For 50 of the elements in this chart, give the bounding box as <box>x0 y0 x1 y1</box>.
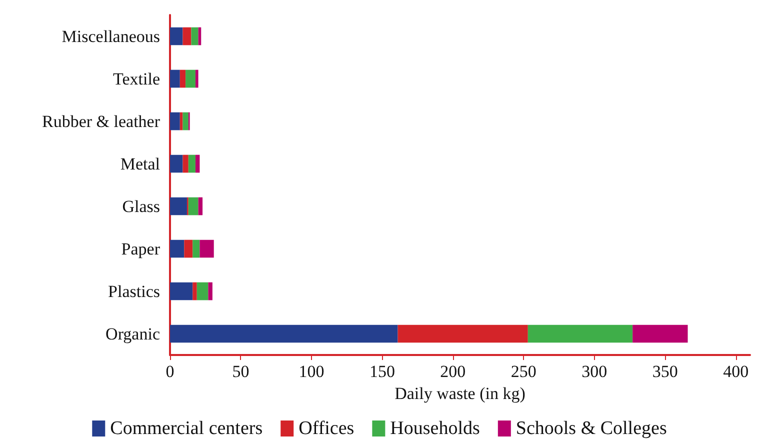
bar <box>196 282 208 300</box>
bar <box>170 324 398 343</box>
bar <box>198 197 203 216</box>
x-tick-label: 400 <box>723 362 749 381</box>
bar <box>182 27 192 46</box>
y-tick-label: Glass <box>122 196 160 216</box>
x-axis-title: Daily waste (in kg) <box>394 384 526 403</box>
bar <box>528 324 633 343</box>
x-tick-label: 0 <box>166 362 174 381</box>
bar <box>188 154 196 173</box>
y-tick-label: Plastics <box>108 282 160 301</box>
x-tick-label: 300 <box>582 362 608 381</box>
bar <box>170 282 193 300</box>
legend-label: Schools & Colleges <box>516 418 667 439</box>
x-tick-label: 150 <box>369 362 395 381</box>
x-tick-label: 250 <box>510 362 536 381</box>
y-tick-label: Textile <box>113 69 160 88</box>
x-tick-label: 200 <box>440 362 466 381</box>
y-tick-label: Metal <box>120 154 160 174</box>
legend-label: Households <box>390 418 480 439</box>
x-tick-label: 100 <box>298 362 324 381</box>
y-tick-label: Organic <box>106 324 160 344</box>
bar <box>192 282 197 300</box>
bar <box>170 197 187 216</box>
x-tick-label: 50 <box>232 362 250 381</box>
legend-label: Commercial centers <box>110 418 263 439</box>
bar <box>182 112 188 130</box>
x-tick-label: 350 <box>652 362 678 381</box>
bar <box>170 240 184 258</box>
bar <box>180 70 186 88</box>
bar <box>184 240 193 258</box>
y-tick-label: Miscellaneous <box>62 26 160 46</box>
bar <box>182 154 188 173</box>
bar <box>170 112 180 130</box>
bar <box>208 282 212 300</box>
y-tick-label: Rubber & leather <box>42 112 160 131</box>
y-tick-label: Paper <box>121 239 160 258</box>
bar <box>195 70 198 88</box>
bar <box>186 70 196 88</box>
bar <box>398 324 528 343</box>
bar <box>170 27 183 46</box>
bar <box>632 324 688 343</box>
bar <box>170 70 180 88</box>
bar <box>191 27 198 46</box>
bar <box>200 240 214 258</box>
bar <box>170 154 183 173</box>
bar <box>192 240 200 258</box>
legend-label: Offices <box>298 418 354 439</box>
bar <box>188 197 198 216</box>
bar <box>195 154 200 173</box>
